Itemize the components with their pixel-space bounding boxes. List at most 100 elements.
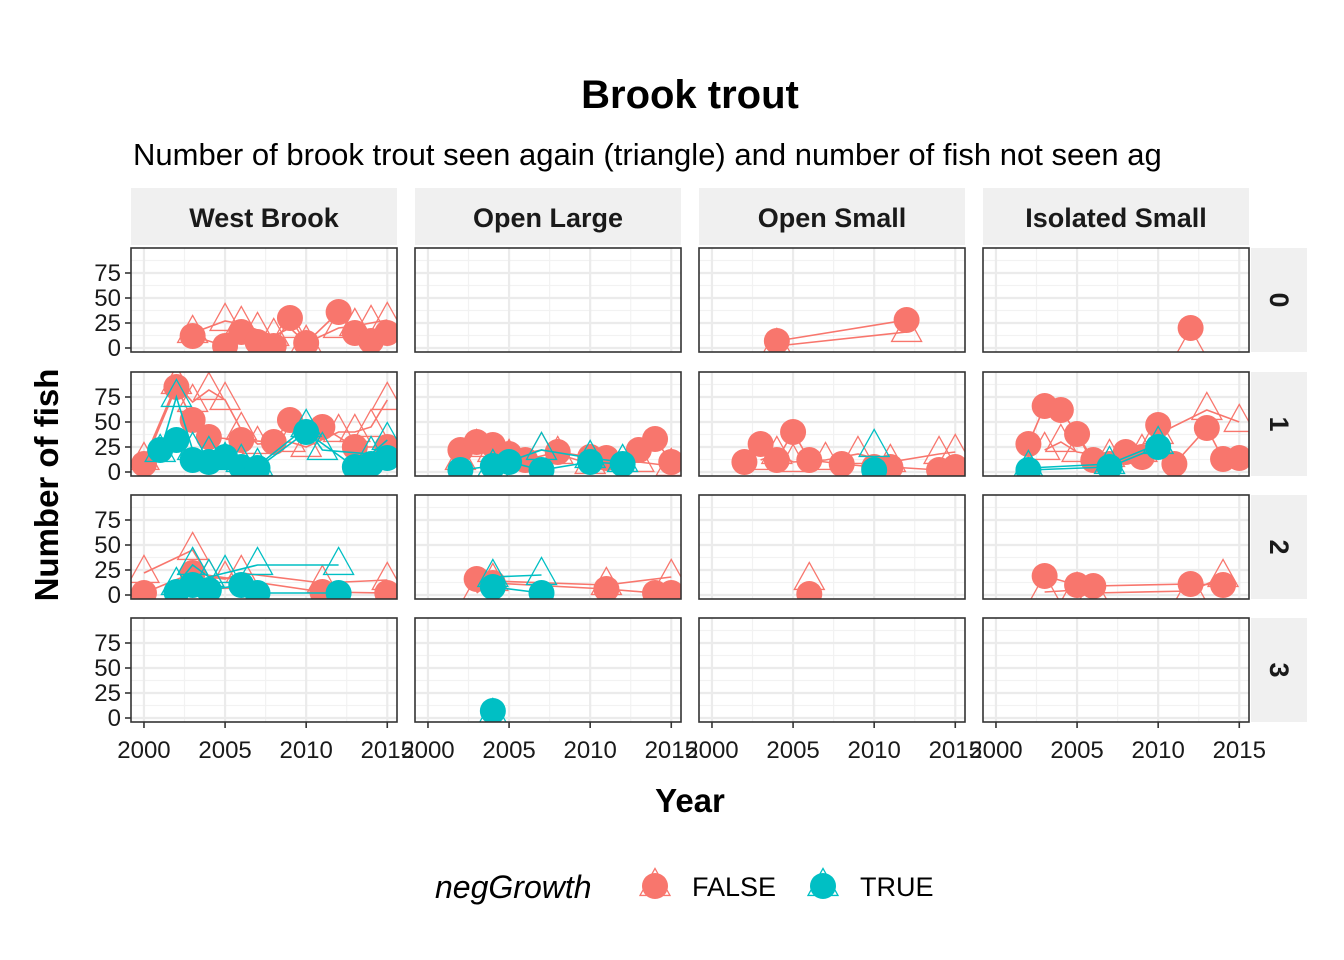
x-tick-label: 2010 bbox=[279, 737, 332, 764]
panel-1-3 bbox=[415, 618, 681, 722]
strip-col-label: West Brook bbox=[189, 203, 340, 233]
point-not-seen bbox=[1177, 571, 1204, 597]
series-line-not-seen bbox=[776, 319, 907, 342]
point-not-seen bbox=[763, 447, 790, 473]
point-not-seen bbox=[609, 451, 636, 476]
point-not-seen bbox=[325, 580, 352, 599]
panel-border bbox=[698, 247, 966, 353]
panel-border bbox=[414, 494, 682, 600]
strip-row-label: 0 bbox=[1264, 292, 1294, 307]
legend-label: TRUE bbox=[860, 872, 934, 902]
point-not-seen bbox=[577, 449, 604, 475]
point-not-seen bbox=[1145, 412, 1172, 438]
panel-background bbox=[983, 495, 1249, 599]
y-tick-label: 0 bbox=[108, 459, 121, 486]
y-tick-label: 0 bbox=[108, 335, 121, 362]
point-not-seen bbox=[244, 580, 271, 599]
point-not-seen bbox=[447, 457, 474, 476]
y-tick-label: 25 bbox=[94, 680, 121, 707]
strip-col-label: Open Small bbox=[758, 203, 907, 233]
x-tick-label: 2010 bbox=[563, 737, 616, 764]
panel-data-0-0 bbox=[176, 299, 397, 352]
x-tick-label: 2000 bbox=[117, 737, 170, 764]
panel-2-3 bbox=[699, 618, 965, 722]
y-tick-label: 50 bbox=[94, 409, 121, 436]
point-seen-again bbox=[306, 431, 339, 461]
point-not-seen bbox=[1031, 563, 1058, 589]
panel-2-0 bbox=[699, 248, 965, 352]
x-tick-label: 2010 bbox=[847, 737, 900, 764]
panel-data-3-1 bbox=[1013, 391, 1249, 476]
point-not-seen bbox=[496, 449, 523, 475]
y-tick-label: 50 bbox=[94, 285, 121, 312]
panel-border bbox=[414, 247, 682, 353]
x-tick-label: 2015 bbox=[1213, 737, 1266, 764]
point-seen-again bbox=[322, 546, 355, 576]
x-tick-label: 2000 bbox=[685, 737, 738, 764]
point-not-seen bbox=[1047, 397, 1074, 423]
point-not-seen bbox=[1193, 415, 1220, 441]
point-seen-again bbox=[858, 428, 891, 458]
x-tick-label: 2000 bbox=[969, 737, 1022, 764]
point-not-seen bbox=[479, 574, 506, 599]
point-not-seen bbox=[374, 580, 397, 599]
x-tick-label: 2005 bbox=[766, 737, 819, 764]
point-not-seen bbox=[796, 447, 823, 473]
point-not-seen bbox=[293, 330, 320, 352]
panel-border bbox=[130, 494, 398, 600]
point-not-seen bbox=[861, 457, 888, 476]
x-axis-title: Year bbox=[655, 782, 725, 819]
point-not-seen bbox=[1064, 421, 1091, 447]
legend-key-triangle bbox=[638, 867, 672, 897]
point-not-seen bbox=[796, 581, 823, 599]
series-line-not-seen bbox=[143, 385, 388, 465]
series-line-seen-again bbox=[143, 382, 388, 461]
panel-3-3 bbox=[983, 618, 1249, 722]
point-not-seen bbox=[1145, 434, 1172, 460]
panel-background bbox=[699, 618, 965, 722]
point-not-seen bbox=[763, 328, 790, 352]
panel-background bbox=[983, 248, 1249, 352]
panel-3-0 bbox=[983, 248, 1249, 352]
point-not-seen bbox=[658, 580, 681, 599]
point-not-seen bbox=[374, 445, 397, 471]
y-tick-label: 25 bbox=[94, 434, 121, 461]
y-tick-label: 25 bbox=[94, 557, 121, 584]
panel-2-2 bbox=[699, 495, 965, 599]
y-tick-label: 25 bbox=[94, 310, 121, 337]
panel-3-2 bbox=[983, 495, 1249, 599]
point-not-seen bbox=[1210, 572, 1237, 598]
panel-background bbox=[415, 248, 681, 352]
panel-data-1-2 bbox=[462, 556, 681, 599]
panel-border bbox=[414, 371, 682, 477]
legend-label: FALSE bbox=[692, 872, 776, 902]
point-not-seen bbox=[593, 576, 620, 599]
point-seen-again bbox=[1223, 403, 1249, 433]
y-tick-label: 50 bbox=[94, 655, 121, 682]
point-not-seen bbox=[528, 580, 555, 599]
panel-data-2-0 bbox=[763, 307, 923, 352]
point-not-seen bbox=[195, 577, 222, 599]
point-seen-again bbox=[241, 546, 274, 576]
panel-data-2-2 bbox=[793, 561, 826, 599]
y-tick-label: 75 bbox=[94, 507, 121, 534]
panel-data-0-1 bbox=[131, 372, 397, 476]
y-tick-label: 75 bbox=[94, 260, 121, 287]
panel-0-3 bbox=[131, 618, 397, 722]
legend-title: negGrowth bbox=[435, 869, 592, 905]
point-not-seen bbox=[528, 457, 555, 476]
point-seen-again bbox=[192, 372, 225, 401]
panel-data-1-1 bbox=[444, 426, 681, 476]
x-tick-label: 2005 bbox=[198, 737, 251, 764]
strip-col-1 bbox=[415, 188, 681, 245]
strip-row-2 bbox=[1251, 495, 1307, 599]
y-tick-label: 75 bbox=[94, 630, 121, 657]
panel-1-0 bbox=[415, 248, 681, 352]
point-not-seen bbox=[658, 449, 681, 475]
point-seen-again bbox=[1030, 573, 1060, 599]
panel-background bbox=[131, 618, 397, 722]
point-seen-again bbox=[1060, 433, 1094, 463]
y-tick-label: 50 bbox=[94, 532, 121, 559]
strip-row-0 bbox=[1251, 248, 1307, 352]
strip-col-2 bbox=[699, 188, 965, 245]
